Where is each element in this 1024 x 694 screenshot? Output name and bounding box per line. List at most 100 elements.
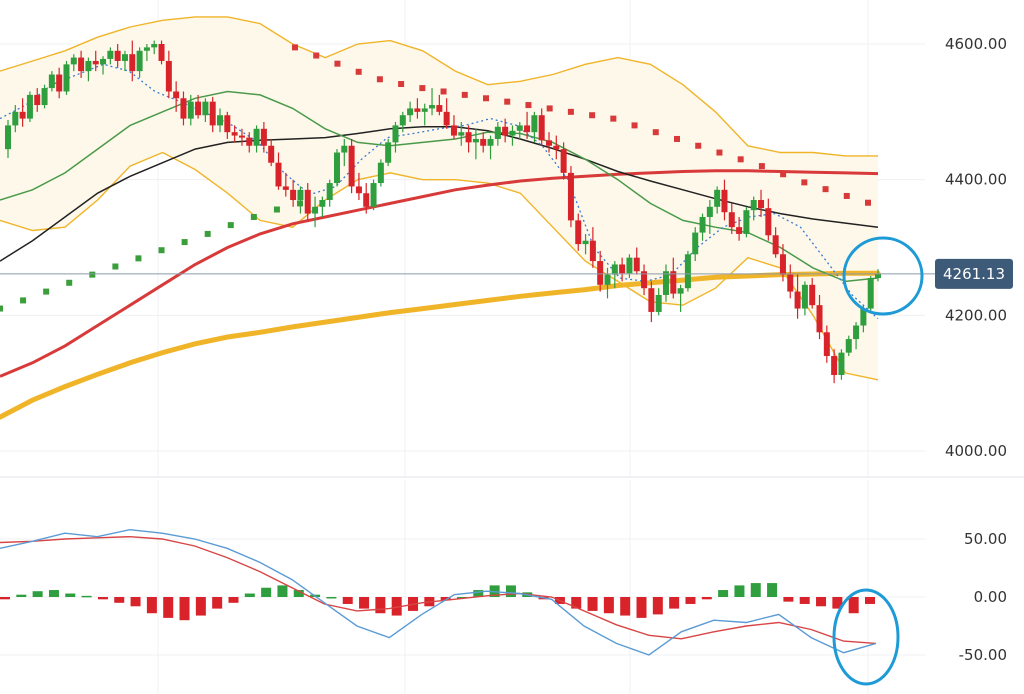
candle-body: [575, 220, 582, 245]
candle-body: [173, 91, 180, 99]
candle-body: [275, 162, 282, 187]
candles: [5, 40, 881, 384]
candle-body: [319, 200, 326, 207]
macd-histogram-bar: [342, 597, 353, 604]
psar-dot-down: [504, 98, 511, 105]
macd-histogram-bar: [456, 597, 467, 599]
price-tick-label: 4200.00: [945, 306, 1007, 324]
psar-dot-down: [313, 52, 320, 59]
candle-body: [611, 264, 618, 275]
candle-body: [524, 125, 531, 133]
psar-dot-down: [525, 102, 532, 109]
psar-dot-down: [780, 171, 787, 178]
candle-body: [655, 294, 662, 312]
candle-body: [304, 189, 311, 214]
candle-body: [363, 193, 370, 207]
macd-histogram-bar: [65, 593, 76, 597]
macd-signal-line: [0, 535, 877, 645]
candle-body: [516, 125, 523, 131]
candle-body: [436, 105, 443, 112]
candle-body: [779, 254, 786, 275]
macd-histogram-bar: [195, 597, 206, 616]
candle-body: [699, 216, 706, 233]
candle-body: [845, 339, 852, 353]
macd-histogram-bar: [16, 594, 27, 597]
psar-dot-down: [461, 91, 468, 98]
ma-red-line: [0, 169, 879, 378]
macd-histogram-bar: [32, 591, 43, 597]
candle-body: [414, 108, 421, 112]
candle-body: [648, 288, 655, 312]
candle-body: [56, 74, 63, 92]
candle-body: [231, 132, 238, 136]
macd-histogram-bar: [734, 585, 745, 597]
psar-dot-up: [273, 206, 280, 213]
macd-histogram-bar: [603, 597, 614, 614]
macd-histogram-bar: [228, 597, 239, 603]
psar-dot-up: [43, 288, 50, 295]
psar-dot-down: [695, 142, 702, 149]
ma-black-line: [0, 126, 879, 262]
candle-body: [823, 332, 830, 357]
candle-body: [253, 128, 260, 146]
candle-body: [736, 227, 743, 234]
candle-body: [282, 186, 289, 190]
candle-body: [860, 308, 867, 326]
macd-panel: 50.00 0.00 -50.00: [0, 480, 1007, 694]
candle-body: [41, 88, 48, 106]
candle-body: [743, 210, 750, 234]
candle-body: [502, 126, 509, 136]
candle-body: [385, 142, 392, 163]
psar-dot-down: [292, 44, 298, 51]
candle-body: [26, 94, 33, 119]
candle-body: [538, 115, 545, 141]
price-indicator-lines: [0, 16, 881, 420]
candle-body: [143, 47, 150, 51]
candle-body: [560, 149, 567, 173]
price-panel: 4600.00 4400.00 4200.00 4000.00 4261.13: [0, 0, 1013, 477]
psar-dot-up: [0, 305, 3, 312]
macd-tick-label: 50.00: [964, 530, 1007, 548]
macd-histogram-bar: [652, 597, 663, 615]
candle-body: [355, 186, 362, 194]
psar-dot-up: [66, 279, 73, 286]
psar-dot-down: [610, 115, 617, 122]
psar-dot-down: [631, 122, 638, 129]
psar-dot-down: [758, 163, 765, 170]
psar-dot-down: [440, 88, 447, 95]
candle-body: [268, 145, 275, 163]
last-price-tag-label: 4261.13: [943, 265, 1005, 283]
macd-histogram-bar: [571, 597, 582, 609]
psar-dot-up: [89, 271, 96, 278]
psar-dot-down: [355, 68, 362, 75]
macd-histogram-bar: [783, 597, 794, 602]
macd-histogram-bar: [244, 593, 255, 597]
psar-dot-down: [737, 156, 744, 163]
candle-body: [677, 288, 684, 294]
candle-body: [121, 54, 128, 61]
candle-body: [195, 101, 202, 116]
macd-histogram-bar: [146, 597, 157, 614]
bollinger-upper-line: [0, 16, 878, 157]
psar-dot-up: [20, 297, 27, 304]
macd-histogram-bar: [620, 597, 631, 616]
candle-body: [180, 98, 187, 119]
psar-dot-down: [567, 108, 574, 115]
candle-body: [12, 111, 19, 126]
macd-histogram-bar: [48, 590, 59, 597]
candle-body: [546, 140, 553, 146]
macd-histogram-bar: [750, 583, 761, 597]
candle-body: [692, 232, 699, 255]
candle-body: [619, 264, 626, 274]
candle-body: [158, 44, 165, 61]
candle-body: [472, 138, 479, 143]
price-axis: 4600.00 4400.00 4200.00 4000.00: [945, 35, 1007, 460]
macd-histogram-bar: [767, 583, 778, 597]
macd-histogram-bar: [375, 597, 386, 614]
psar-dot-down: [483, 95, 489, 102]
psar-dot-down: [334, 60, 341, 67]
macd-histogram-bar: [848, 597, 859, 614]
candle-body: [787, 274, 794, 292]
macd-histogram-bar: [685, 597, 696, 604]
candle-body: [107, 50, 114, 59]
